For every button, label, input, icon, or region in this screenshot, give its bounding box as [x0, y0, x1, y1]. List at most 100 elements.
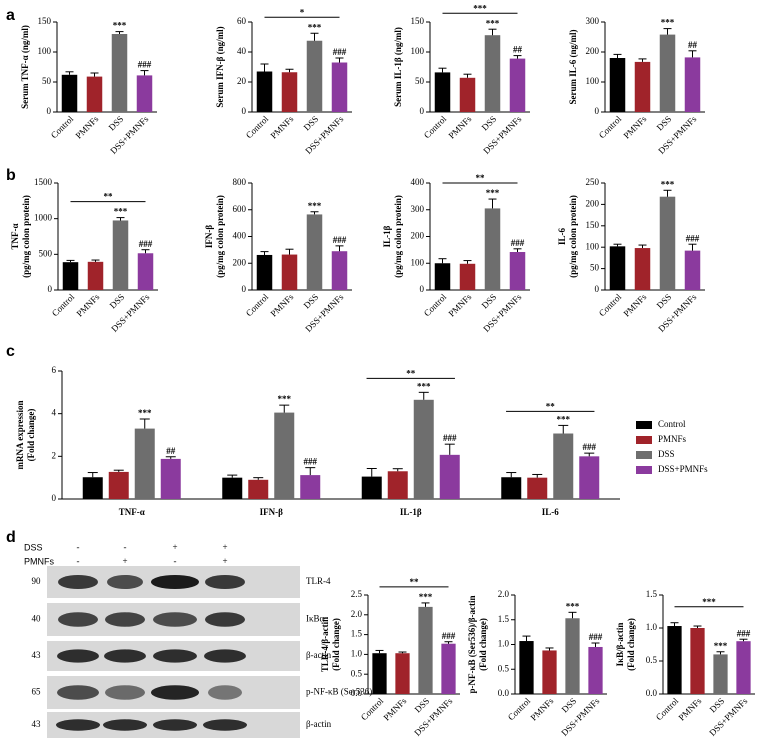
y-tick-label: 1.0: [646, 622, 658, 632]
marker-label: 40: [32, 614, 42, 624]
condition-sign: -: [77, 556, 80, 566]
significance-label: ###: [138, 60, 152, 70]
bar: [160, 458, 181, 499]
bar: [713, 654, 728, 694]
y-axis-label: (pg/mg colon protein): [215, 195, 225, 278]
blot-band: [153, 719, 197, 731]
significance-label: ***: [419, 592, 433, 602]
x-tick-label: IFN-β: [260, 507, 283, 517]
y-tick-label: 300: [586, 16, 600, 26]
x-tick-label: DSS: [480, 292, 499, 311]
bar: [108, 471, 129, 499]
y-axis-label: (Fold change): [331, 618, 341, 671]
blot-band: [58, 612, 98, 627]
legend-label: DSS: [658, 449, 675, 459]
x-tick-label: Control: [422, 291, 449, 318]
legend-swatch: [636, 451, 652, 459]
bar: [519, 641, 534, 694]
x-tick-label: DSS: [560, 696, 579, 715]
significance-label: ***: [714, 641, 728, 651]
x-tick-label: Control: [654, 695, 681, 722]
bar: [256, 71, 273, 112]
y-axis-label: (Fold change): [626, 618, 636, 671]
x-tick-label: DSS: [107, 114, 126, 133]
blot-band: [151, 685, 199, 700]
y-tick-label: 100: [411, 46, 425, 56]
bar: [634, 61, 651, 112]
significance-label: ###: [583, 442, 597, 452]
bar: [387, 471, 408, 499]
y-axis-label: IL-6: [557, 228, 567, 246]
x-tick-label: DSS: [302, 292, 321, 311]
significance-label: ***: [138, 408, 152, 418]
bar: [434, 263, 451, 290]
blot-label: p-NF-κB (Ser536): [306, 687, 372, 697]
bracket-label: **: [476, 173, 486, 183]
blot-band: [203, 719, 247, 731]
y-tick-label: 100: [411, 257, 425, 267]
bar: [579, 456, 600, 499]
bracket-label: **: [546, 401, 556, 411]
significance-label: ***: [566, 601, 580, 611]
bracket-label: **: [410, 577, 420, 587]
bar: [413, 399, 434, 499]
bar: [684, 57, 701, 112]
marker-label: 43: [32, 650, 42, 660]
x-tick-label: PMNFs: [676, 695, 703, 722]
x-tick-label: Control: [49, 113, 76, 140]
y-axis-label: (Fold change): [26, 409, 36, 462]
x-tick-label: PMNFs: [73, 113, 100, 140]
x-tick-label: PMNFs: [381, 695, 408, 722]
bar: [395, 653, 410, 694]
legend-label: PMNFs: [658, 434, 687, 444]
bar: [331, 251, 348, 290]
y-tick-label: 150: [586, 220, 600, 230]
blot-label: IκBα: [306, 614, 325, 624]
bar: [588, 646, 603, 694]
panel-label: a: [6, 7, 15, 24]
significance-label: ***: [308, 22, 322, 32]
y-axis-label: TLR-4/β-actin: [320, 617, 330, 672]
significance-label: ###: [686, 233, 700, 243]
y-tick-label: 20: [237, 76, 247, 86]
y-tick-label: 0: [420, 284, 425, 294]
marker-label: 43: [32, 719, 42, 729]
panel-label: c: [6, 343, 15, 360]
blot-band: [204, 649, 246, 663]
bar: [659, 196, 676, 290]
y-tick-label: 500: [39, 248, 53, 258]
x-tick-label: Control: [50, 291, 77, 318]
bar: [527, 477, 548, 499]
bar: [306, 40, 323, 112]
blot-band: [205, 612, 245, 627]
bar: [112, 220, 129, 290]
y-tick-label: 100: [586, 241, 600, 251]
bar: [659, 34, 676, 112]
y-tick-label: 600: [233, 204, 247, 214]
significance-label: ***: [557, 414, 571, 424]
legend-swatch: [636, 466, 652, 474]
significance-label: ###: [333, 235, 347, 245]
y-tick-label: 200: [586, 46, 600, 56]
y-tick-label: 800: [233, 177, 247, 187]
y-tick-label: 0: [52, 493, 57, 503]
y-tick-label: 2.0: [498, 589, 510, 599]
significance-label: ***: [113, 21, 127, 31]
blot-band: [153, 649, 197, 663]
bar: [222, 477, 243, 499]
y-tick-label: 4: [52, 408, 57, 418]
y-axis-label: (Fold change): [478, 618, 488, 671]
bar: [609, 58, 626, 112]
bar: [361, 476, 382, 499]
y-axis-label: Serum TNF-α (ng/ml): [20, 25, 30, 109]
significance-label: ***: [417, 381, 431, 391]
y-tick-label: 0.0: [498, 688, 510, 698]
blot-band: [205, 574, 245, 590]
bar: [690, 628, 705, 694]
significance-label: ###: [442, 631, 456, 641]
y-tick-label: 2.5: [351, 589, 363, 599]
y-axis-label: (pg/mg colon protein): [21, 195, 31, 278]
bar: [137, 253, 154, 290]
x-tick-label: PMNFs: [74, 291, 101, 318]
bar: [509, 252, 526, 290]
